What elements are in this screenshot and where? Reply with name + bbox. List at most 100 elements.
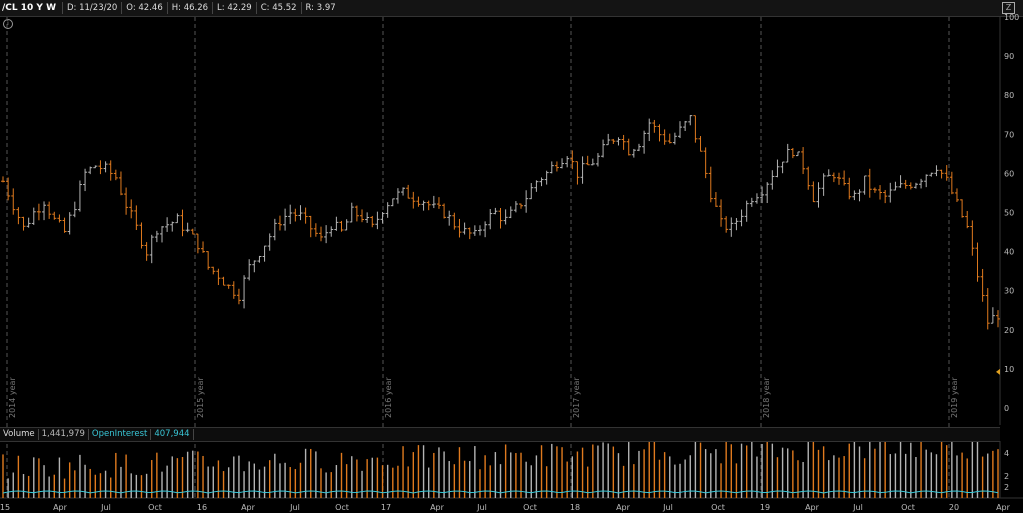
ohlc-bar <box>888 182 893 203</box>
year-separator-label: 2018 year <box>762 377 771 418</box>
ohlc-bar <box>647 118 652 142</box>
ohlc-bar <box>431 195 436 209</box>
ohlc-bar <box>913 182 918 189</box>
x-tick-label: 15 <box>0 503 10 512</box>
ohlc-bar <box>908 182 913 190</box>
open-interest-line <box>2 490 999 494</box>
ohlc-bar <box>785 143 790 163</box>
ohlc-bar <box>247 259 252 281</box>
x-tick-label: Oct <box>711 503 725 512</box>
ohlc-bar <box>580 156 585 184</box>
year-separator-label: 2017 year <box>572 377 581 418</box>
ohlc-bar <box>678 121 683 139</box>
ohlc-bar <box>195 233 200 254</box>
ohlc-bar <box>93 165 98 169</box>
ohlc-bar <box>549 161 554 174</box>
ohlc-bar <box>965 210 970 229</box>
x-tick-label: Apr <box>996 503 1011 512</box>
ohlc-bar <box>642 130 647 154</box>
ohlc-bar <box>662 129 667 145</box>
volume-tick-label: 2 <box>1004 472 1009 481</box>
high-readout: H: 46.26 <box>166 2 212 14</box>
ohlc-bar <box>267 233 272 251</box>
ohlc-bar <box>401 187 406 196</box>
price-tick-label: 90 <box>1004 52 1014 61</box>
ohlc-bar <box>990 307 995 324</box>
ohlc-bar <box>385 202 390 218</box>
ohlc-bar <box>447 210 452 226</box>
x-tick-label: Apr <box>241 503 256 512</box>
ohlc-bar <box>657 124 662 142</box>
ohlc-bar <box>631 148 636 158</box>
ohlc-bar <box>108 160 113 181</box>
ohlc-bar <box>236 288 241 305</box>
ohlc-bar <box>242 275 247 309</box>
ohlc-bar <box>77 180 82 212</box>
ohlc-bar <box>744 200 749 222</box>
ohlc-bar <box>395 188 400 204</box>
x-tick-label: Jul <box>476 503 487 512</box>
ohlc-bar <box>626 138 631 156</box>
ohlc-bar <box>190 228 195 235</box>
ohlc-bar <box>83 168 88 192</box>
ohlc-bar <box>560 158 565 169</box>
low-readout: L: 42.29 <box>212 2 256 14</box>
price-tick-label: 50 <box>1004 209 1014 218</box>
ohlc-bar <box>795 151 800 157</box>
symbol-label[interactable]: /CL 10 Y W <box>2 3 56 13</box>
ohlc-bar <box>21 216 26 231</box>
ohlc-bar <box>144 242 149 261</box>
ohlc-bar <box>683 120 688 132</box>
ohlc-bar <box>985 288 990 330</box>
ohlc-bar <box>534 180 539 192</box>
year-separator-label: 2014 year <box>8 377 17 418</box>
zoom-icon[interactable]: Z <box>1002 2 1015 14</box>
ohlc-bar <box>765 182 770 204</box>
ohlc-bar <box>472 225 477 236</box>
volume-header: Volume 1,441,979 OpenInterest 407,944 <box>0 427 1000 442</box>
x-tick-label: Jul <box>100 503 111 512</box>
x-tick-label: Apr <box>430 503 445 512</box>
ohlc-bar <box>349 202 354 223</box>
ohlc-bar <box>734 218 739 231</box>
ohlc-bar <box>688 115 693 126</box>
ohlc-bar <box>88 166 93 175</box>
ohlc-bar <box>775 159 780 178</box>
ohlc-bar <box>960 199 965 218</box>
ohlc-bar <box>878 185 883 200</box>
ohlc-bar <box>852 190 857 201</box>
ohlc-bar <box>334 216 339 231</box>
price-tick-label: 80 <box>1004 91 1014 100</box>
ohlc-bar <box>370 215 375 228</box>
ohlc-bar <box>513 201 518 213</box>
x-tick-label: Jul <box>289 503 300 512</box>
ohlc-bar <box>201 241 206 253</box>
ohlc-bar <box>216 268 221 286</box>
ohlc-bar <box>47 201 52 219</box>
ohlc-bar <box>498 207 503 229</box>
price-tick-label: 0 <box>1004 404 1009 413</box>
year-separator-label: 2015 year <box>196 377 205 418</box>
open-readout: O: 42.46 <box>121 2 166 14</box>
ohlc-bar <box>252 260 257 273</box>
ohlc-bar <box>67 212 72 235</box>
ohlc-bar <box>760 186 765 204</box>
ohlc-bar <box>826 169 831 177</box>
ohlc-bar <box>31 207 36 225</box>
date-readout: D: 11/23/20 <box>62 2 121 14</box>
ohlc-bar <box>98 160 103 175</box>
x-tick-label: Apr <box>805 503 820 512</box>
year-separator-label: 2019 year <box>950 377 959 418</box>
ohlc-bar <box>585 155 590 166</box>
ohlc-bar <box>462 222 467 235</box>
ohlc-bar <box>26 217 31 228</box>
ohlc-bar <box>939 169 944 179</box>
info-icon[interactable]: i <box>3 19 13 29</box>
volume-value: 1,441,979 <box>37 429 89 440</box>
ohlc-bar <box>308 215 313 238</box>
close-readout: C: 45.52 <box>255 2 301 14</box>
ohlc-bar <box>324 225 329 244</box>
ohlc-bar <box>57 214 62 223</box>
ohlc-bar <box>170 221 175 232</box>
ohlc-bar <box>508 206 513 219</box>
